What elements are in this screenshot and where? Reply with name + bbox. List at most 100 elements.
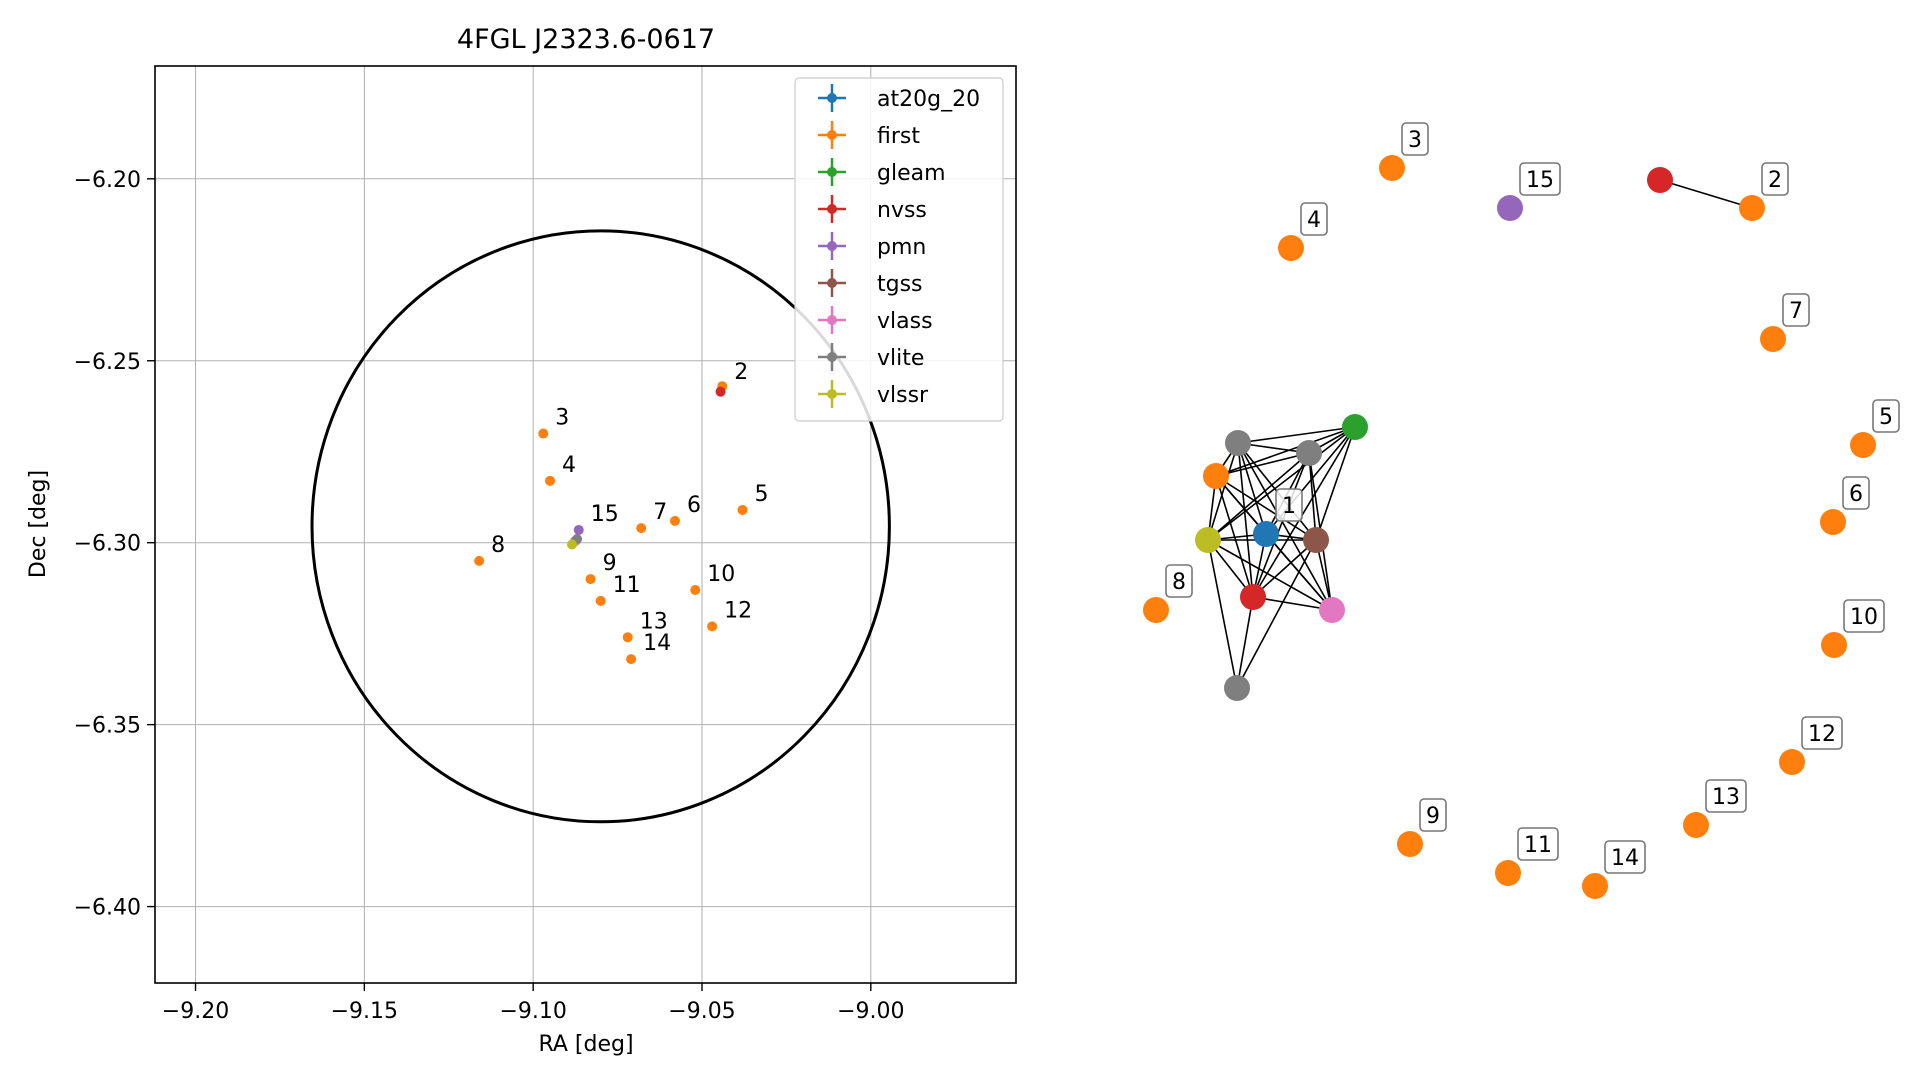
legend-label-tgss: tgss [877,272,923,297]
data-point-first [545,475,556,486]
grid [155,66,1016,983]
point-label: 1 [591,502,605,527]
legend-box [794,77,1004,422]
data-point-first [538,428,549,439]
network-node-label-box [1761,162,1789,196]
network-edge [1252,426,1356,598]
data-point-first [585,574,596,585]
point-label: 2 [734,360,748,385]
network-edge [1215,426,1356,477]
network-node-label: 1 [1282,494,1296,519]
network-node-label-box [1517,827,1559,861]
x-tick-label: −9.15 [331,999,398,1024]
y-tick-label: −6.25 [74,350,141,375]
y-tick-label: −6.40 [74,896,141,921]
network-node-label-box [1842,476,1870,510]
network-node-label: 15 [1526,168,1554,193]
x-tick-label: −9.20 [162,999,229,1024]
legend-marker-dot [827,93,837,103]
legend-label-vlite: vlite [877,346,924,371]
network-edge [1315,426,1356,541]
network-node-label-box [1165,564,1193,598]
network-node [1582,873,1608,899]
data-point-first [474,555,485,566]
network-node [1379,155,1405,181]
network-node [1683,812,1709,838]
legend-marker-dot [827,167,837,177]
legend-label-pmn: pmn [877,235,926,260]
point-label: 8 [491,533,505,558]
network-node [1303,527,1329,553]
network-node-label: 11 [1524,833,1552,858]
data-point-first [669,515,680,526]
network-node [1497,195,1523,221]
network-edge [1236,539,1317,689]
network-node-label-box [1519,162,1561,196]
network-node [1760,326,1786,352]
network-node-label-box [1419,798,1447,832]
point-label: 9 [603,551,617,576]
network-edge [1237,442,1333,611]
network-node [1820,509,1846,535]
network-node [1495,860,1521,886]
data-point-nvss [715,386,726,397]
network-node [1779,749,1805,775]
network-node [1240,584,1266,610]
network-edge [1237,442,1267,535]
point-label: 4 [562,453,576,478]
network-edge [1252,596,1333,611]
network-nodes [1143,155,1876,899]
x-axis-label: RA [deg] [538,1032,633,1057]
data-point-vlssr [566,539,577,550]
legend-marker-dot [827,130,837,140]
legend-marker-dot [827,315,837,325]
point-label: 12 [724,598,752,623]
network-node [1253,521,1279,547]
legend-label-nvss: nvss [877,198,927,223]
network-edge [1659,179,1753,209]
legend-label-vlass: vlass [877,309,933,334]
legend-marker-dot [827,204,837,214]
network-node-label: 4 [1307,208,1321,233]
localization-ellipse-layer [310,229,891,824]
network-edge [1252,452,1310,598]
legend-marker-dot [827,352,837,362]
point-label: 11 [613,573,641,598]
legend-label-gleam: gleam [877,161,946,186]
network-node [1195,527,1221,553]
network-node-label: 8 [1172,570,1186,595]
legend-label-at20g_20: at20g_20 [877,87,980,112]
point-label: 10 [707,562,735,587]
y-tick-label: −6.30 [74,532,141,557]
network-node-label: 10 [1850,605,1878,630]
data-point-first [737,504,748,515]
data-point-first [622,632,633,643]
network-node-label: 5 [1879,405,1893,430]
legend-marker-dot [827,278,837,288]
legend-label-first: first [877,124,920,149]
network-node-label: 7 [1789,299,1803,324]
network-edge [1207,426,1356,541]
network-edge [1215,475,1317,541]
network-node [1850,432,1876,458]
localization-ellipse [310,229,891,824]
network-node [1821,632,1847,658]
x-tick-label: −9.10 [499,999,566,1024]
network-edge [1236,596,1254,689]
x-tick-label: −9.00 [837,999,904,1024]
network-node [1397,831,1423,857]
network-node [1647,167,1673,193]
network-edge [1308,452,1317,541]
network-edge [1207,539,1238,689]
network-node-label: 12 [1808,722,1836,747]
chart-title: 4FGL J2323.6-0617 [457,24,715,55]
network-node [1296,440,1322,466]
point-label: 13 [640,609,668,634]
data-point-pmn [573,524,584,535]
point-label: 14 [643,631,671,656]
data-point-first [690,585,701,595]
